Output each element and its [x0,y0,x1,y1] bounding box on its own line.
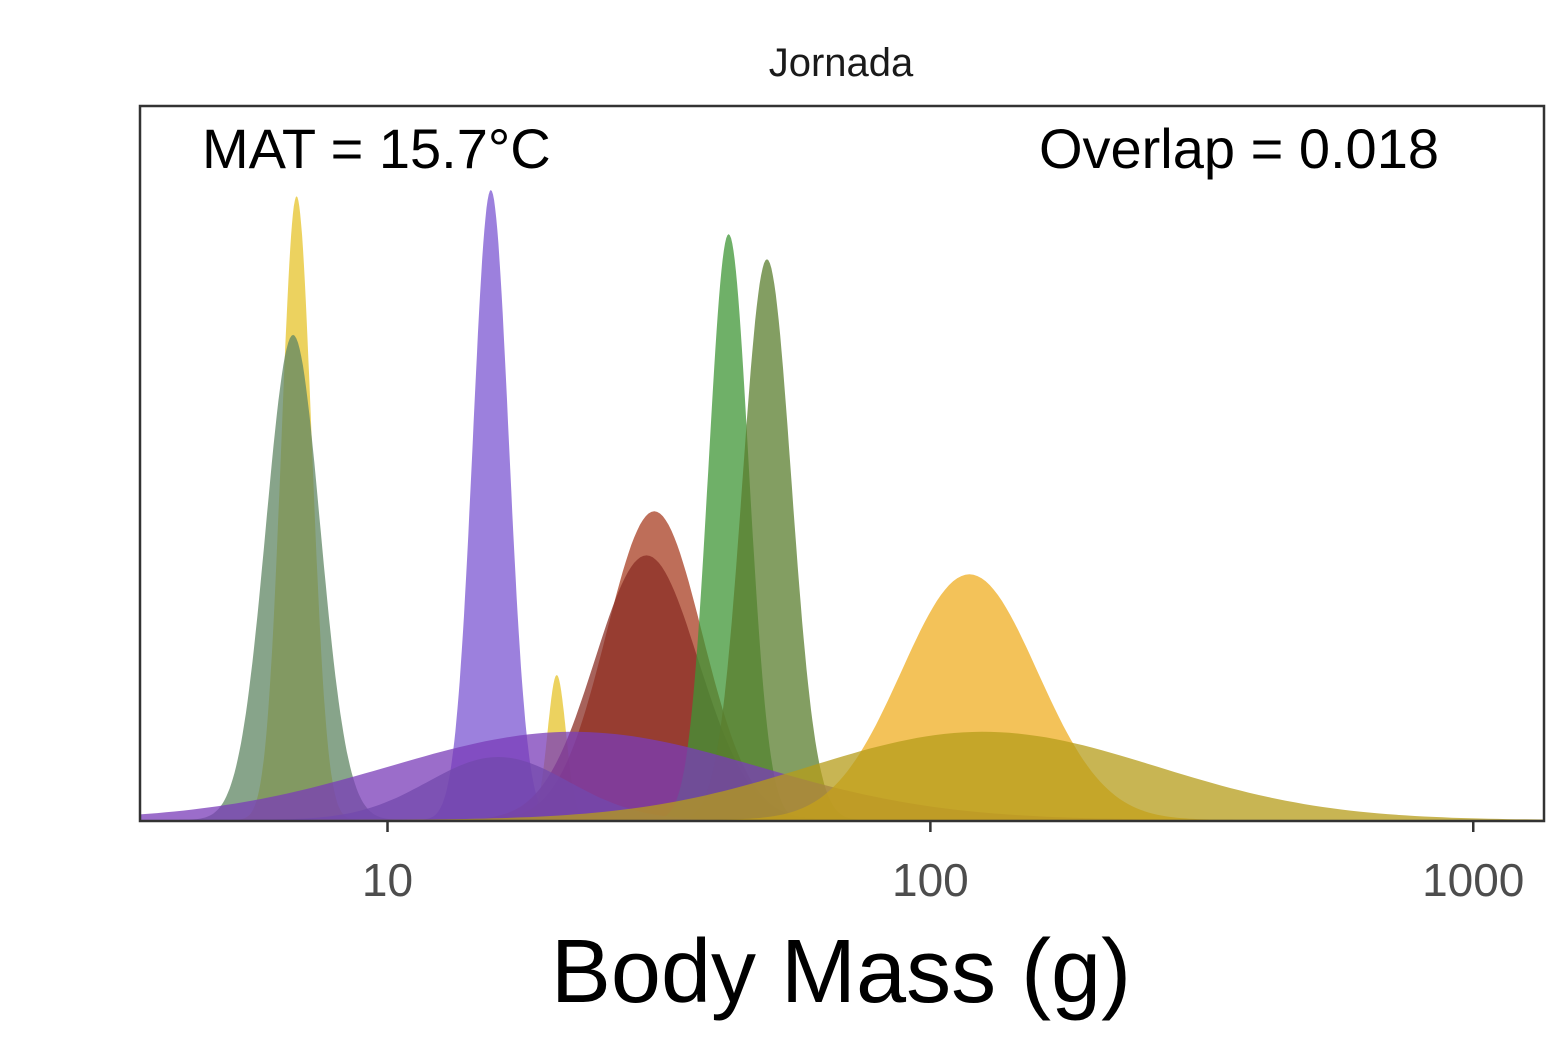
x-tick-label-10: 10 [362,854,413,906]
density-curve-2 [179,335,407,820]
panel-border [140,106,1544,821]
x-tick-label-1000: 1000 [1422,854,1524,906]
density-curves [140,190,1544,820]
x-axis-title: Body Mass (g) [551,922,1131,1022]
x-tick-label-100: 100 [892,854,969,906]
x-axis: 10 100 1000 [362,821,1524,906]
overlap-annotation: Overlap = 0.018 [1039,117,1439,180]
facet-title: Jornada [769,41,914,85]
mat-annotation: MAT = 15.7°C [202,117,551,180]
density-curve-3 [416,190,566,820]
